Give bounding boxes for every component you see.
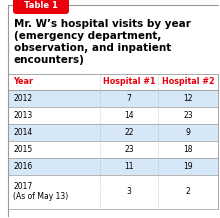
Text: 2017
(As of May 13): 2017 (As of May 13) (13, 182, 68, 201)
Text: 2015: 2015 (13, 145, 32, 154)
Text: 7: 7 (126, 94, 131, 103)
Text: 2014: 2014 (13, 128, 32, 137)
Text: 2013: 2013 (13, 111, 32, 120)
Text: Table 1: Table 1 (24, 2, 58, 10)
Bar (8, 74, 218, 90)
Bar (8, 175, 218, 209)
FancyBboxPatch shape (13, 0, 69, 14)
Text: Hospital #2: Hospital #2 (162, 77, 214, 86)
Text: 9: 9 (185, 128, 191, 137)
Text: 14: 14 (124, 111, 134, 120)
Text: 2016: 2016 (13, 162, 32, 171)
Text: 2: 2 (186, 187, 190, 196)
Text: 12: 12 (183, 94, 193, 103)
Text: Hospital #1: Hospital #1 (103, 77, 155, 86)
Text: Year: Year (13, 77, 33, 86)
Text: 19: 19 (183, 162, 193, 171)
Bar (8, 124, 218, 141)
Bar (8, 141, 218, 158)
Text: Mr. W’s hospital visits by year
(emergency department,
observation, and inpatien: Mr. W’s hospital visits by year (emergen… (14, 19, 191, 65)
Bar (8, 90, 218, 107)
Bar (8, 158, 218, 175)
Text: 2012: 2012 (13, 94, 32, 103)
Text: 18: 18 (183, 145, 193, 154)
Bar (8, 107, 218, 124)
Text: 23: 23 (124, 145, 134, 154)
Text: 22: 22 (124, 128, 134, 137)
Text: 23: 23 (183, 111, 193, 120)
Text: 3: 3 (126, 187, 131, 196)
Text: 11: 11 (124, 162, 134, 171)
